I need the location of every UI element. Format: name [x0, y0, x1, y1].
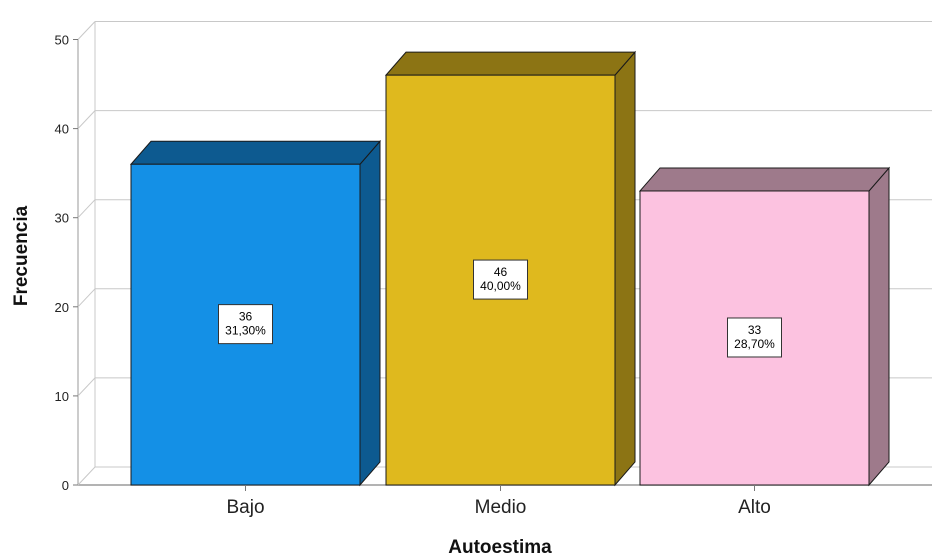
y-tick-label: 20	[55, 300, 69, 315]
bars	[129, 50, 891, 487]
data-label-box	[218, 304, 273, 345]
x-tick-label: Medio	[475, 497, 527, 518]
y-tick-label: 0	[62, 478, 69, 493]
gridline-diagonal	[77, 110, 96, 129]
data-label-box	[727, 317, 782, 358]
gridline-diagonal	[77, 288, 96, 308]
data-label-count: 36	[239, 310, 253, 324]
data-label-count: 33	[748, 323, 762, 337]
gridline-diagonal	[77, 199, 96, 219]
y-axis-title: Frecuencia	[11, 205, 32, 306]
x-tick-label: Bajo	[226, 497, 264, 518]
data-label-percent: 40,00%	[480, 279, 521, 293]
y-tick-label: 50	[55, 33, 69, 48]
x-tick-label: Alto	[738, 497, 771, 518]
data-label-count: 46	[494, 265, 508, 279]
y-axis-ticks: 0 10 20 30 40 50	[55, 33, 78, 493]
data-label-box	[473, 259, 528, 300]
bar-alto	[638, 166, 891, 487]
bar-side-face	[614, 50, 636, 487]
bar-side-face	[868, 166, 890, 487]
y-tick-label: 10	[55, 389, 69, 404]
gridline-diagonal	[77, 21, 96, 40]
gridline-diagonal	[77, 466, 96, 486]
y-tick-label: 40	[55, 122, 69, 137]
data-label-percent: 28,70%	[734, 337, 775, 351]
bar-top-face	[129, 140, 382, 165]
bar-bajo	[129, 139, 382, 487]
bar-top-face	[384, 51, 637, 76]
x-axis-categories: Bajo Medio Alto	[226, 485, 771, 518]
y-tick-label: 30	[55, 211, 69, 226]
bar-side-face	[359, 139, 381, 487]
x-axis-title: Autoestima	[448, 537, 552, 558]
data-label-percent: 31,30%	[225, 324, 266, 338]
bar-top-face	[638, 167, 891, 192]
gridline-diagonal	[77, 377, 96, 397]
